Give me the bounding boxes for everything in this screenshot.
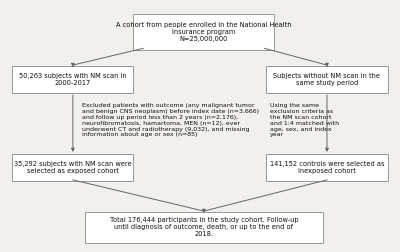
FancyBboxPatch shape [134,14,274,50]
FancyBboxPatch shape [12,66,134,93]
FancyBboxPatch shape [84,212,323,243]
FancyBboxPatch shape [266,66,388,93]
Text: Subjects without NM scan in the
same study period: Subjects without NM scan in the same stu… [274,73,380,86]
Text: 35,292 subjects with NM scan were
selected as exposed cohort: 35,292 subjects with NM scan were select… [14,161,132,174]
FancyBboxPatch shape [12,153,134,181]
Text: 50,263 subjects with NM scan in
2000-2017: 50,263 subjects with NM scan in 2000-201… [19,73,127,86]
Text: Using the same
exclusion criteria as
the NM scan cohort
and 1:4 matched with
age: Using the same exclusion criteria as the… [270,103,339,137]
FancyBboxPatch shape [266,153,388,181]
Text: 141,152 controls were selected as
inexposed cohort: 141,152 controls were selected as inexpo… [270,161,384,174]
Text: A cohort from people enrolled in the National Health
Insurance program
N=25,000,: A cohort from people enrolled in the Nat… [116,22,292,42]
Text: Excluded patients with outcome (any malignant tumor
and benign CNS neoplasm) bef: Excluded patients with outcome (any mali… [82,103,259,137]
Text: Total 176,444 participants in the study cohort. Follow-up
until diagnosis of out: Total 176,444 participants in the study … [110,217,298,237]
